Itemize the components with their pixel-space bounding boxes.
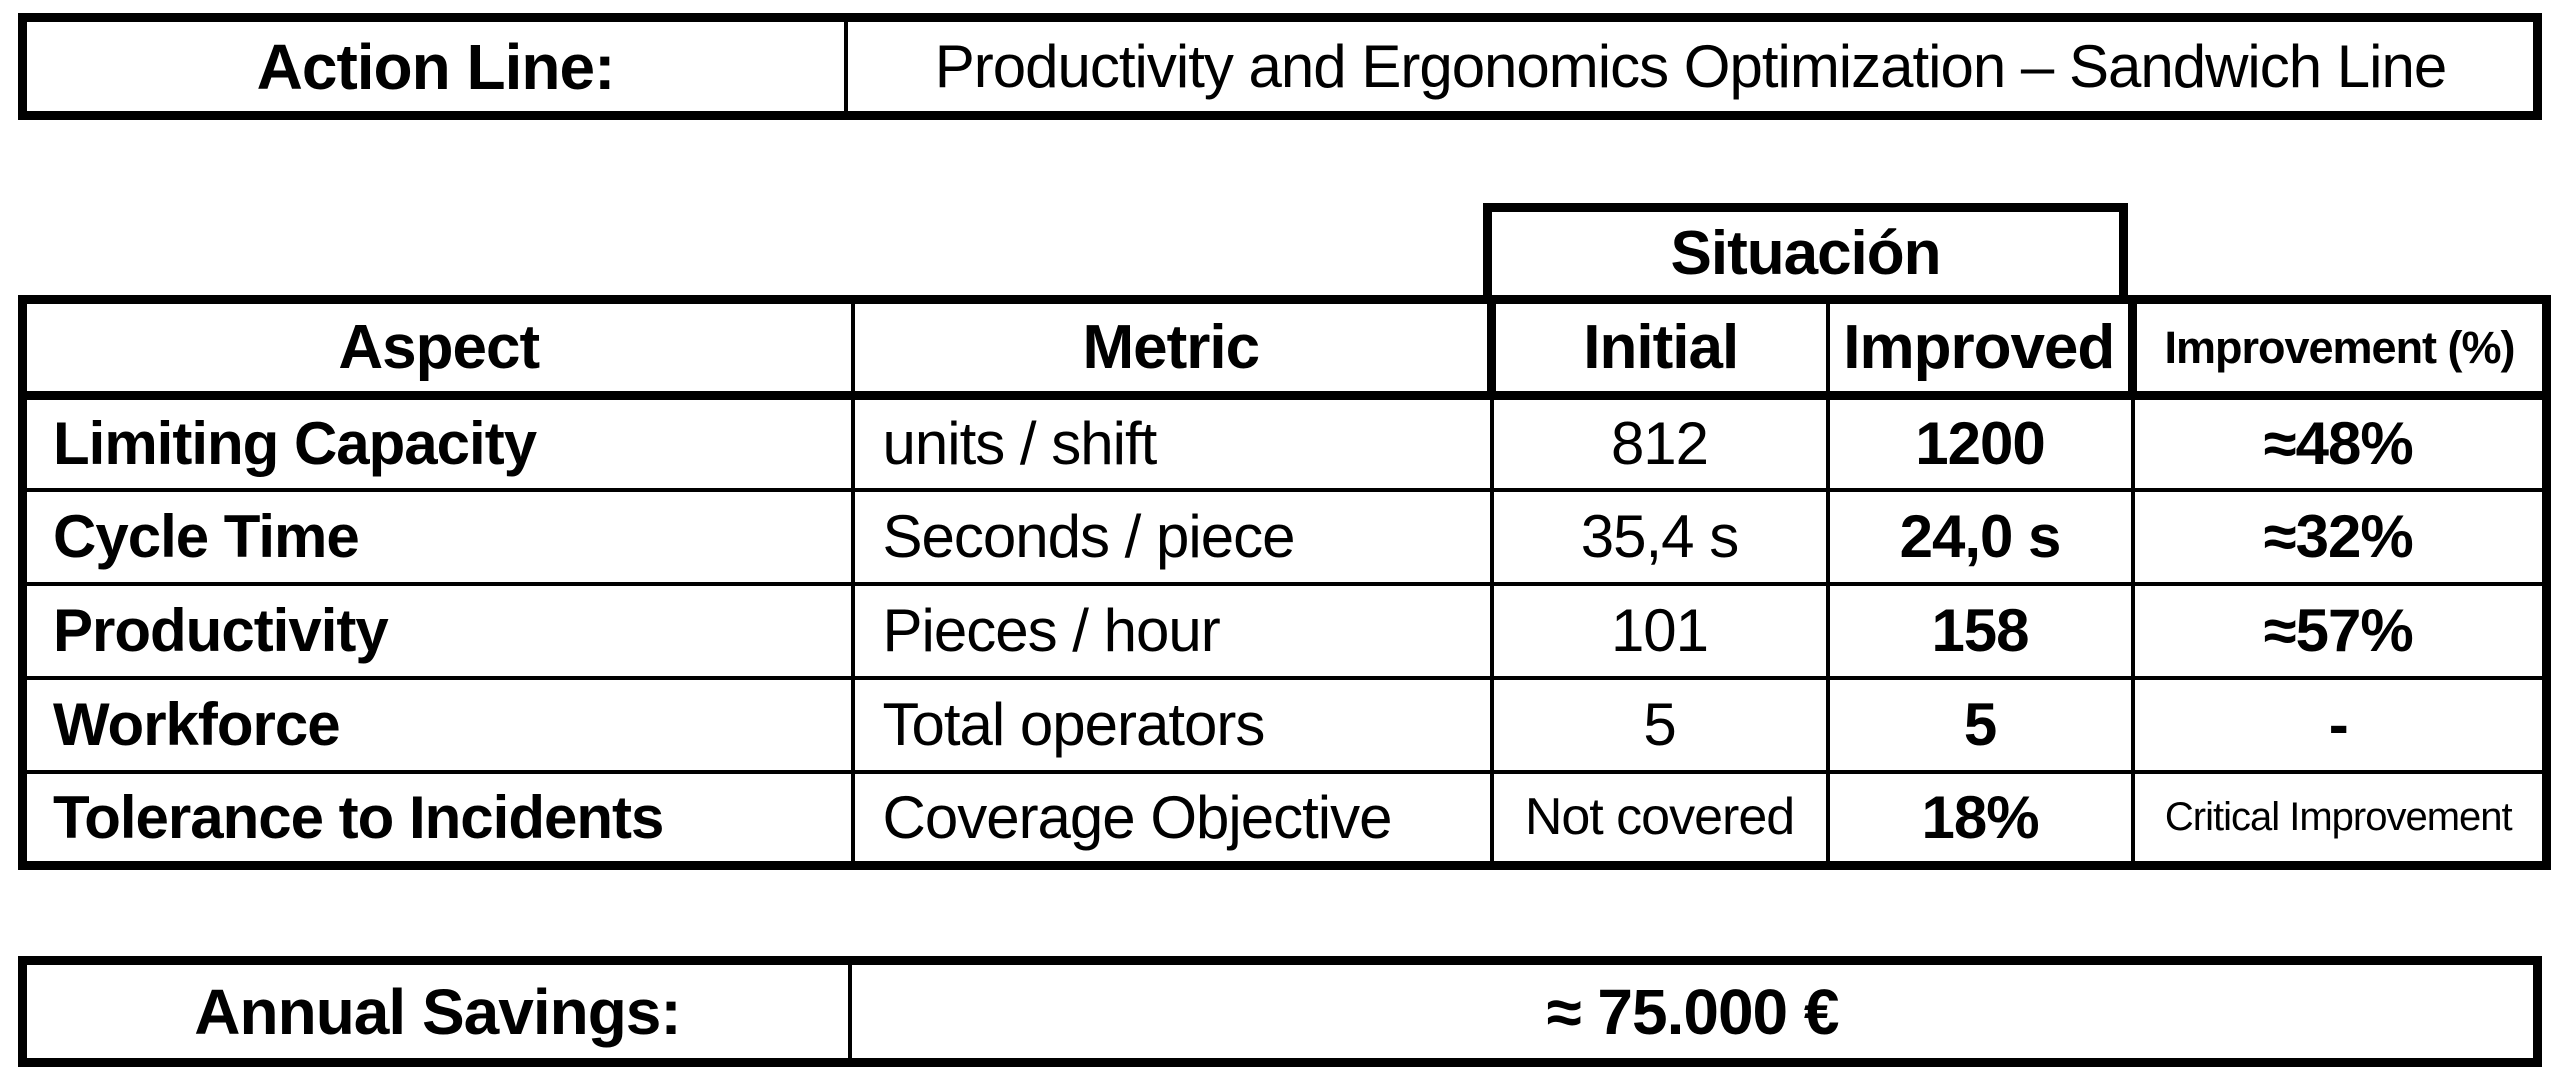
aspect-cell: Workforce <box>20 675 855 774</box>
improvement-value-cell: ≈32% <box>2130 487 2549 586</box>
table-row: Limiting Capacity units / shift 812 1200… <box>20 393 2549 492</box>
initial-value-cell: 35,4 s <box>1489 487 1830 586</box>
initial-value-cell: 812 <box>1489 393 1830 492</box>
annual-savings-bar: Annual Savings: ≈ 75.000 € <box>18 956 2542 1067</box>
aspect-cell: Cycle Time <box>20 487 855 586</box>
header-row: Aspect Metric Initial Improved Improveme… <box>20 297 2549 400</box>
aspect-cell: Tolerance to Incidents <box>20 769 855 868</box>
metric-cell: Seconds / piece <box>850 487 1494 586</box>
improvement-value-cell: Critical Improvement <box>2130 769 2549 868</box>
table-row: Tolerance to Incidents Coverage Objectiv… <box>20 769 2549 868</box>
initial-value-cell: 101 <box>1489 581 1830 680</box>
metrics-table: Aspect Metric Initial Improved Improveme… <box>18 295 2551 870</box>
table-row: Productivity Pieces / hour 101 158 ≈57% <box>20 581 2549 680</box>
column-header-metric: Metric <box>850 297 1494 400</box>
table-row: Cycle Time Seconds / piece 35,4 s 24,0 s… <box>20 487 2549 586</box>
improvement-value-cell: ≈48% <box>2130 393 2549 492</box>
column-header-initial: Initial <box>1487 297 1830 400</box>
initial-value-cell: Not covered <box>1489 769 1830 868</box>
improved-value-cell: 158 <box>1825 581 2135 680</box>
metric-cell: Pieces / hour <box>850 581 1494 680</box>
annual-savings-label: Annual Savings: <box>27 965 852 1058</box>
action-line-bar: Action Line: Productivity and Ergonomics… <box>18 13 2542 120</box>
aspect-cell: Productivity <box>20 581 855 680</box>
action-line-title: Productivity and Ergonomics Optimization… <box>934 33 2447 100</box>
column-header-improved: Improved <box>1825 297 2135 400</box>
annual-savings-value: ≈ 75.000 € <box>1546 975 1839 1048</box>
column-header-aspect: Aspect <box>20 297 855 400</box>
improvement-value-cell: - <box>2130 675 2549 774</box>
aspect-cell: Limiting Capacity <box>20 393 855 492</box>
column-header-improvement: Improvement (%) <box>2128 297 2549 400</box>
metric-cell: units / shift <box>850 393 1494 492</box>
metric-cell: Coverage Objective <box>850 769 1494 868</box>
improved-value-cell: 5 <box>1825 675 2135 774</box>
improved-value-cell: 1200 <box>1825 393 2135 492</box>
action-line-label: Action Line: <box>27 22 848 111</box>
metric-cell: Total operators <box>850 675 1494 774</box>
situacion-spanner-header: Situación <box>1483 203 2128 304</box>
table-row: Workforce Total operators 5 5 - <box>20 675 2549 774</box>
initial-value-cell: 5 <box>1489 675 1830 774</box>
improvement-value-cell: ≈57% <box>2130 581 2549 680</box>
improved-value-cell: 18% <box>1825 769 2135 868</box>
improved-value-cell: 24,0 s <box>1825 487 2135 586</box>
